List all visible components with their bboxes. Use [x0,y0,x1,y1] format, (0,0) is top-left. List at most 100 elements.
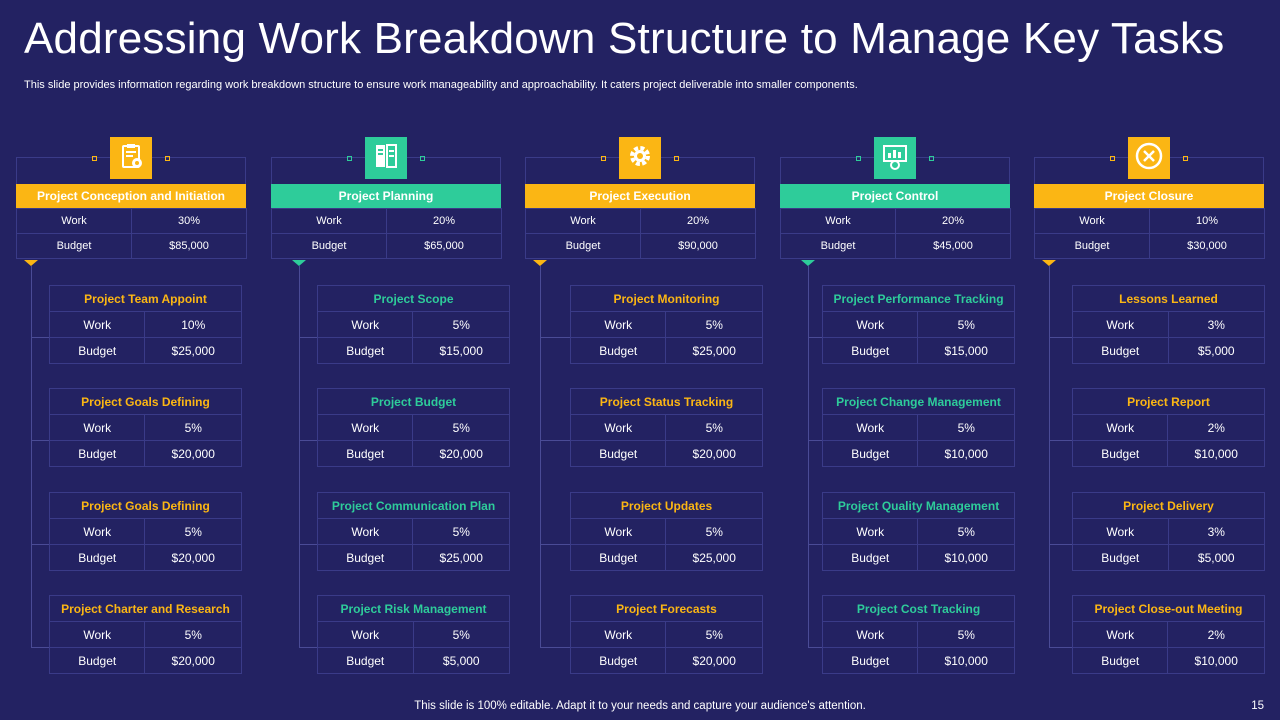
phase-pointer [801,260,815,266]
phase-pointer [292,260,306,266]
phase-title: Project Execution [525,184,755,208]
connector-branch [31,337,49,338]
task-budget-value: $10,000 [1167,440,1265,467]
task-title: Project Goals Defining [49,388,242,415]
connector-trunk [31,266,32,647]
task-card: Project Communication Plan Work 5% Budget… [316,492,510,571]
task-budget-label: Budget [1071,647,1169,674]
slide-subtitle: This slide provides information regardin… [24,79,858,91]
task-budget-value: $10,000 [1167,647,1265,674]
task-work-value: 5% [412,518,510,545]
phase-column: Project Conception and Initiation Work 30… [16,137,272,682]
task-budget-label: Budget [317,647,414,674]
task-work-value: 5% [144,414,242,441]
phase-budget-label: Budget [1034,233,1150,259]
task-budget-value: $25,000 [412,544,510,571]
phase-title: Project Conception and Initiation [16,184,246,208]
task-work-label: Work [48,311,146,338]
phase-budget-label: Budget [271,233,387,259]
task-work-value: 5% [665,414,763,441]
task-budget-value: $10,000 [917,440,1015,467]
phase-summary-table: Work 30% Budget $85,000 [16,208,247,259]
page-number: 15 [1251,700,1264,712]
phase-dot-left [856,156,861,161]
connector-branch [808,337,822,338]
task-title: Project Goals Defining [49,492,242,519]
task-work-value: 2% [1167,414,1265,441]
task-budget-value: $10,000 [917,544,1015,571]
task-budget-label: Budget [316,337,414,364]
task-card: Project Performance Tracking Work 5% Budg… [821,285,1015,364]
task-budget-value: $25,000 [665,337,763,364]
phase-dot-right [165,156,170,161]
phase-budget-value: $65,000 [386,233,502,259]
connector-branch [1049,440,1072,441]
task-work-value: 5% [665,621,763,648]
connector-trunk [540,266,541,647]
task-work-label: Work [316,518,414,545]
phase-work-label: Work [16,208,132,234]
task-work-value: 5% [917,621,1015,648]
phase-summary-table: Work 20% Budget $65,000 [271,208,502,259]
task-budget-value: $5,000 [412,647,510,674]
task-work-label: Work [48,518,146,545]
task-work-value: 5% [665,518,763,545]
task-card: Project Close-out Meeting Work 2% Budget $… [1071,595,1265,674]
task-budget-label: Budget [569,544,667,571]
task-budget-value: $15,000 [917,337,1015,364]
phase-column: Project Planning Work 20% Budget $65,000 P… [271,137,527,682]
phase-icon-box [365,137,407,179]
phase-dot-right [929,156,934,161]
connector-trunk [808,266,809,647]
task-budget-label: Budget [821,337,919,364]
phase-budget-value: $30,000 [1149,233,1265,259]
task-budget-value: $5,000 [1167,544,1265,571]
task-card: Project Change Management Work 5% Budget $… [821,388,1015,467]
task-card: Lessons Learned Work 3% Budget $5,000 [1072,285,1265,364]
task-budget-label: Budget [1072,337,1169,364]
task-budget-value: $25,000 [665,544,763,571]
connector-branch [808,647,822,648]
task-work-label: Work [1072,518,1169,545]
task-card: Project Charter and Research Work 5% Budg… [48,595,242,674]
task-work-value: 10% [144,311,242,338]
phase-work-label: Work [525,208,641,234]
task-work-value: 3% [1167,311,1265,338]
task-work-label: Work [316,311,414,338]
task-budget-label: Budget [1072,544,1169,571]
task-card: Project Monitoring Work 5% Budget $25,000 [569,285,763,364]
connector-branch [1049,647,1072,648]
connector-branch [540,440,570,441]
phase-summary-table: Work 20% Budget $45,000 [780,208,1011,259]
task-budget-value: $20,000 [144,647,242,674]
task-work-value: 5% [917,518,1015,545]
task-work-value: 5% [665,311,763,338]
phase-column: Project Control Work 20% Budget $45,000 Pr… [780,137,1036,682]
task-work-value: 3% [1167,518,1265,545]
task-title: Project Scope [317,285,510,312]
task-budget-label: Budget [569,647,667,674]
footer-note: This slide is 100% editable. Adapt it to… [414,700,866,712]
task-budget-value: $25,000 [144,337,242,364]
connector-branch [808,440,822,441]
task-title: Project Quality Management [822,492,1015,519]
task-card: Project Forecasts Work 5% Budget $20,000 [569,595,763,674]
task-title: Project Cost Tracking [822,595,1015,622]
connector-trunk [1049,266,1050,647]
phase-dot-left [92,156,97,161]
task-title: Project Updates [570,492,763,519]
phase-icon-box [874,137,916,179]
phase-title: Project Closure [1034,184,1264,208]
task-work-label: Work [569,414,667,441]
connector-branch [1049,337,1072,338]
phase-budget-label: Budget [525,233,641,259]
task-title: Project Close-out Meeting [1072,595,1265,622]
task-budget-value: $20,000 [144,544,242,571]
task-budget-label: Budget [569,337,667,364]
task-work-label: Work [569,311,667,338]
phase-budget-value: $90,000 [640,233,756,259]
connector-branch [31,440,49,441]
phase-work-label: Work [1034,208,1150,234]
task-work-label: Work [1072,311,1169,338]
task-budget-label: Budget [48,647,146,674]
